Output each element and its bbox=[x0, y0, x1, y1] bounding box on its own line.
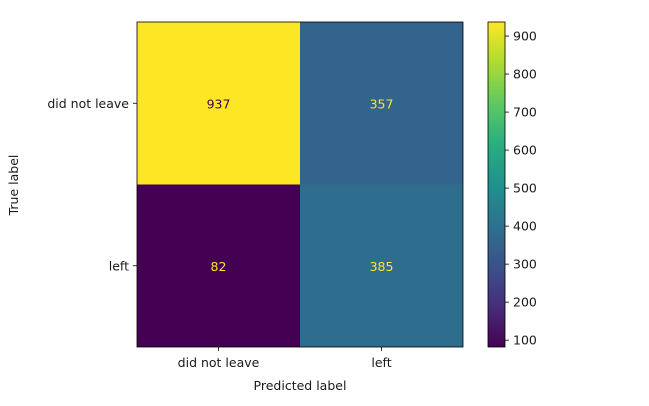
heatmap-cell bbox=[137, 184, 300, 347]
colorbar-tick-label: 800 bbox=[513, 67, 537, 82]
colorbar-tick-label: 200 bbox=[513, 295, 537, 310]
x-tick-label: did not leave bbox=[178, 355, 260, 370]
cell-value-label: 82 bbox=[211, 259, 227, 274]
cell-value-label: 357 bbox=[370, 96, 394, 111]
colorbar bbox=[487, 21, 506, 348]
heatmap-cell bbox=[137, 22, 300, 185]
cell-value-labels: 937 357 82 385 bbox=[207, 96, 394, 274]
colorbar-tick-label: 400 bbox=[513, 219, 537, 234]
y-tick-label: did not leave bbox=[47, 96, 129, 111]
y-axis-ticks: did not leave left bbox=[47, 96, 137, 273]
heatmap-frame bbox=[136, 21, 464, 348]
y-axis-label: True label bbox=[6, 155, 21, 217]
colorbar-tick-label: 600 bbox=[513, 143, 537, 158]
heatmap-cells bbox=[137, 22, 463, 347]
y-tick-label: left bbox=[109, 258, 129, 273]
colorbar-tick-label: 300 bbox=[513, 257, 537, 272]
x-tick-label: left bbox=[371, 355, 391, 370]
colorbar-tick-label: 900 bbox=[513, 29, 537, 44]
colorbar-ticks: 100 200 300 400 500 600 700 800 900 bbox=[505, 29, 537, 348]
colorbar-tick-label: 500 bbox=[513, 181, 537, 196]
x-axis-ticks: did not leave left bbox=[178, 347, 392, 370]
cell-value-label: 937 bbox=[207, 96, 231, 111]
x-axis-label: Predicted label bbox=[254, 378, 347, 393]
colorbar-tick-label: 700 bbox=[513, 105, 537, 120]
colorbar-tick-label: 100 bbox=[513, 333, 537, 348]
heatmap-cell bbox=[300, 184, 463, 347]
heatmap-cell bbox=[300, 22, 463, 185]
cell-value-label: 385 bbox=[370, 259, 394, 274]
